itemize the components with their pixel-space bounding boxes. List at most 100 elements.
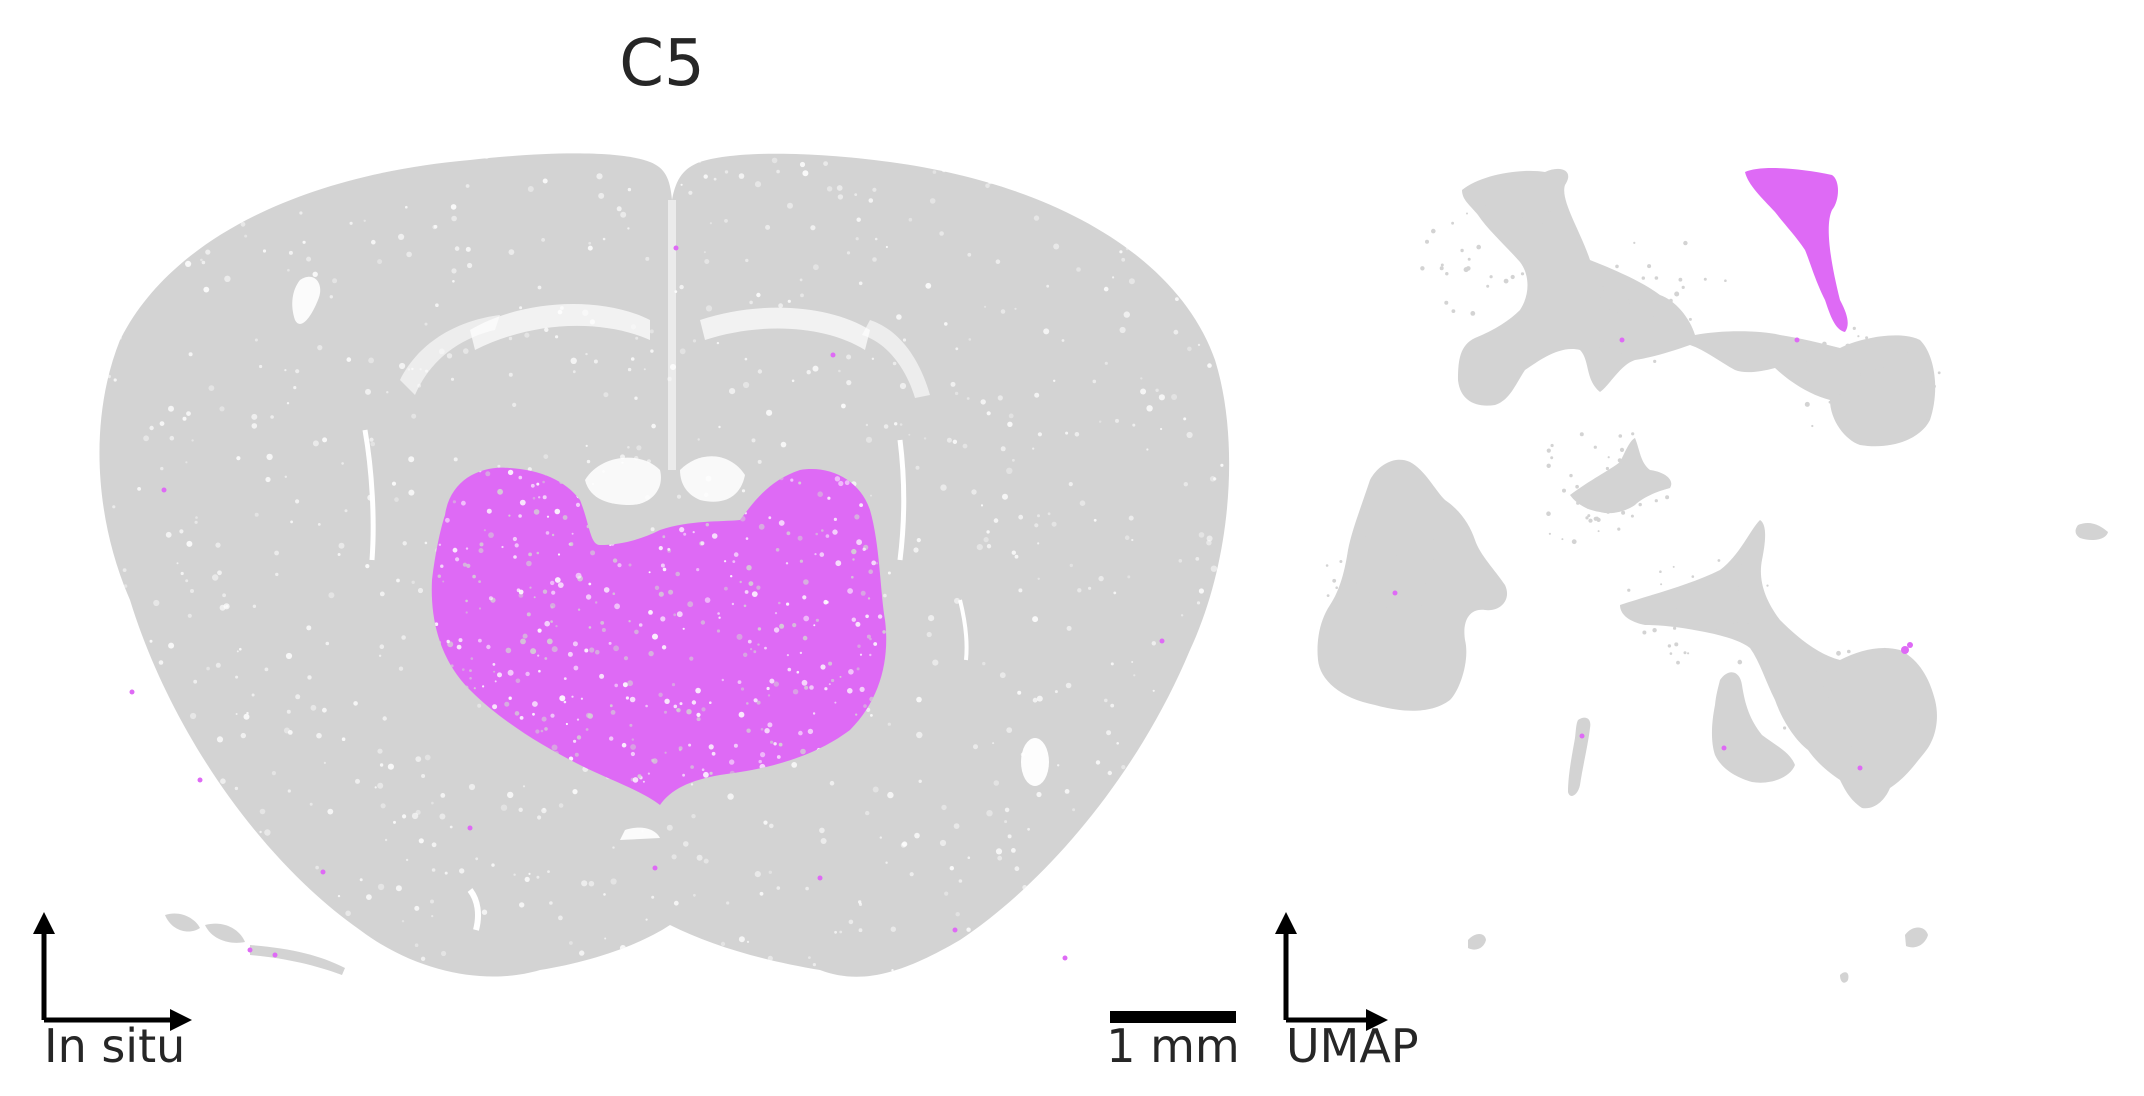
brain-speckle-dot [1085, 919, 1091, 925]
brain-speckle-dot [271, 771, 276, 776]
umap-speckle-dot [1766, 584, 1769, 587]
brain-speckle-dot [169, 743, 174, 748]
umap-speckle-dot [1926, 418, 1929, 421]
brain-speckle-dot [303, 183, 307, 187]
highlight-speckle-dot [546, 638, 553, 645]
brain-speckle-dot [1110, 662, 1114, 666]
brain-speckle-dot [1037, 542, 1040, 545]
brain-speckle-dot [1022, 885, 1028, 890]
umap-speckle-dot [1618, 434, 1623, 438]
highlight-speckle-dot [820, 664, 826, 670]
brain-speckle-dot [971, 489, 977, 495]
highlight-speckle-dot [525, 671, 530, 677]
brain-speckle-dot [1163, 726, 1168, 732]
umap-speckle-dot [1668, 610, 1671, 613]
brain-speckle-dot [180, 571, 184, 576]
brain-speckle-dot [1017, 690, 1022, 695]
brain-speckle-dot [645, 918, 648, 921]
brain-speckle-dot [693, 985, 699, 991]
umap-speckle-dot [1783, 726, 1787, 730]
brain-speckle-dot [1022, 909, 1027, 915]
umap-speckle-dot [1597, 530, 1600, 533]
brain-speckle-dot [102, 203, 106, 207]
brain-speckle-dot [1201, 939, 1208, 946]
umap-speckle-dot [1891, 673, 1896, 679]
brain-speckle-dot [1107, 770, 1113, 776]
umap-speckle-dot [1325, 564, 1329, 567]
brain-speckle-dot [610, 878, 617, 885]
highlight-speckle-dot [568, 756, 574, 761]
brain-speckle-dot [306, 625, 312, 631]
brain-speckle-dot [481, 909, 488, 915]
brain-speckle-dot [558, 915, 563, 921]
brain-speckle-dot [1064, 789, 1070, 794]
highlight-speckle-dot [767, 694, 771, 697]
highlight-speckle-dot [562, 515, 568, 520]
umap-speckle-dot [1822, 341, 1827, 347]
brain-speckle-dot [1099, 420, 1102, 423]
brain-speckle-dot [219, 879, 224, 884]
brain-speckle-dot [194, 775, 197, 778]
highlight-speckle-dot [739, 580, 742, 584]
brain-speckle-dot [377, 952, 384, 959]
brain-speckle-dot [941, 164, 947, 171]
brain-speckle-dot [454, 246, 460, 251]
highlight-speckle-dot [851, 575, 854, 579]
brain-speckle-dot [675, 969, 681, 974]
umap-speckle-dot [1746, 623, 1750, 626]
highlight-speckle-dot [671, 683, 676, 687]
brain-speckle-dot [1207, 783, 1213, 789]
brain-speckle-dot [635, 336, 639, 340]
highlight-speckle-dot [851, 548, 857, 555]
brain-speckle-dot [697, 438, 700, 441]
umap-speckle-dot [1631, 432, 1635, 436]
brain-speckle-dot [206, 666, 210, 671]
brain-speckle-dot [858, 902, 863, 907]
umap-speckle-dot [1425, 239, 1429, 244]
brain-speckle-dot [1147, 805, 1152, 810]
brain-speckle-dot [1175, 761, 1179, 765]
umap-speckle-dot [1539, 271, 1544, 276]
brain-speckle-dot [549, 901, 553, 905]
brain-speckle-dot [650, 527, 655, 532]
brain-speckle-dot [197, 892, 202, 897]
highlight-speckle-dot [538, 669, 541, 673]
brain-speckle-dot [1220, 463, 1224, 467]
umap-speckle-dot [1645, 325, 1650, 330]
highlight-speckle-dot [860, 590, 866, 596]
brain-speckle-dot [286, 709, 291, 714]
brain-speckle-dot [387, 763, 394, 770]
highlight-speckle-dot [802, 595, 807, 600]
highlight-speckle-dot [667, 547, 671, 551]
brain-speckle-dot [1072, 808, 1076, 812]
brain-speckle-dot [287, 789, 291, 793]
brain-speckle-dot [955, 912, 960, 917]
brain-speckle-dot [891, 969, 894, 972]
umap-speckle-dot [1360, 570, 1365, 575]
brain-speckle-dot [275, 572, 279, 577]
brain-speckle-dot [791, 379, 795, 383]
highlight-speckle-dot [623, 656, 629, 661]
umap-speckle-dot [1647, 264, 1652, 269]
umap-speckle-dot [1617, 527, 1621, 531]
umap-speckle-dot [1683, 240, 1688, 246]
umap-speckle-dot [1608, 343, 1612, 347]
brain-speckle-dot [1112, 276, 1115, 279]
brain-speckle-dot [967, 856, 971, 859]
brain-speckle-dot [1041, 955, 1044, 957]
brain-speckle-dot [128, 665, 132, 669]
brain-speckle-dot [1033, 215, 1040, 221]
brain-speckle-dot [716, 341, 720, 345]
brain-speckle-dot [966, 397, 970, 400]
brain-speckle-dot [155, 161, 162, 167]
brain-speckle-dot [90, 546, 94, 550]
brain-speckle-dot [1201, 275, 1208, 282]
brain-speckle-dot [137, 487, 142, 491]
highlight-speckle-dot [819, 552, 825, 557]
brain-speckle-dot [1074, 432, 1080, 437]
umap-texture [1325, 204, 1941, 764]
brain-speckle-dot [918, 779, 922, 783]
umap-speckle-dot [1454, 578, 1458, 582]
brain-speckle-dot [1226, 227, 1230, 230]
brain-speckle-dot [187, 613, 192, 618]
